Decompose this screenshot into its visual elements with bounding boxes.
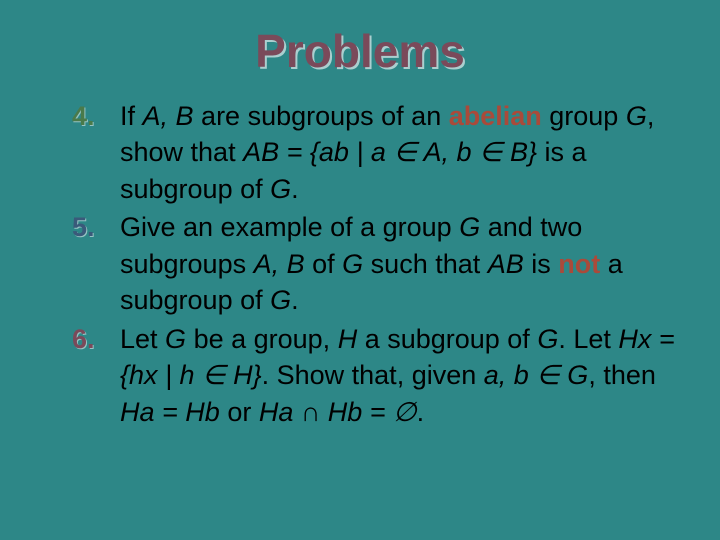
- text: group: [542, 101, 626, 131]
- text: G: [626, 101, 647, 131]
- text: .: [291, 174, 299, 204]
- text: or: [220, 397, 259, 427]
- text: G: [270, 285, 291, 315]
- text: , then: [588, 360, 656, 390]
- problem-number-6: 6.: [72, 321, 95, 357]
- text: If: [120, 101, 143, 131]
- text: .: [291, 285, 299, 315]
- problem-number-5: 5.: [72, 209, 95, 245]
- text: .: [417, 397, 425, 427]
- text: . Let: [558, 324, 618, 354]
- text: G: [537, 324, 558, 354]
- problem-6: 6. Let G be a group, H a subgroup of G. …: [120, 321, 676, 430]
- problem-number-4: 4.: [72, 98, 95, 134]
- text: Ha ∩ Hb = ∅: [259, 397, 417, 427]
- text: be a group,: [186, 324, 338, 354]
- text: a subgroup of: [357, 324, 537, 354]
- text: . Show that, given: [262, 360, 484, 390]
- text: is: [524, 249, 559, 279]
- text: of: [305, 249, 343, 279]
- text: AB = {ab | a ∈ A, b ∈ B}: [243, 137, 537, 167]
- text: G: [165, 324, 186, 354]
- text: Give an example of a group: [120, 212, 459, 242]
- text: Ha = Hb: [120, 397, 220, 427]
- text: G: [342, 249, 363, 279]
- text: A, B: [143, 101, 194, 131]
- text: H: [338, 324, 358, 354]
- text: a, b ∈ G: [484, 360, 589, 390]
- problem-4: 4. If A, B are subgroups of an abelian g…: [120, 98, 676, 207]
- text: AB: [488, 249, 524, 279]
- text: A, B: [254, 249, 305, 279]
- emphasis: abelian: [449, 101, 542, 131]
- text: Let: [120, 324, 165, 354]
- text: such that: [363, 249, 488, 279]
- text: G: [459, 212, 480, 242]
- problem-list: 4. If A, B are subgroups of an abelian g…: [44, 98, 676, 430]
- text: G: [270, 174, 291, 204]
- emphasis: not: [558, 249, 600, 279]
- slide-title: Problems: [44, 24, 676, 78]
- problem-5: 5. Give an example of a group G and two …: [120, 209, 676, 318]
- text: are subgroups of an: [194, 101, 449, 131]
